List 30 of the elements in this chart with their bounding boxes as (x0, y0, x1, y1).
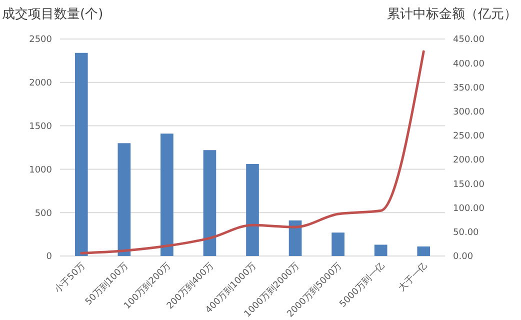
y-tick-label: 1500 (29, 122, 52, 132)
x-tick-label: 大于一亿 (396, 260, 430, 294)
y2-tick-label: 100.00 (453, 204, 485, 214)
bar (160, 134, 174, 256)
y2-tick-label: 300.00 (453, 107, 485, 118)
y-tick-label: 0 (46, 252, 52, 262)
y-tick-label: 2500 (29, 35, 52, 46)
bar (417, 246, 430, 256)
bar (74, 52, 88, 256)
bar (246, 164, 259, 256)
y-tick-label: 1000 (29, 165, 52, 176)
bar (332, 232, 344, 256)
bar (374, 244, 388, 256)
bar (118, 143, 131, 256)
y2-tick-label: 350.00 (453, 83, 485, 94)
bar (288, 220, 302, 256)
y2-tick-label: 450.00 (453, 35, 485, 46)
y2-tick-label: 250.00 (453, 132, 485, 142)
y2-tick-label: 0.00 (453, 252, 474, 262)
y2-tick-label: 400.00 (453, 59, 485, 70)
y-axis-title: 成交项目数量(个) (2, 6, 104, 22)
x-tick-label: 小于50万 (52, 260, 88, 296)
y-tick-label: 500 (34, 208, 52, 219)
y-tick-label: 2000 (29, 78, 52, 89)
line-series (80, 50, 425, 254)
bar (203, 150, 216, 256)
y2-tick-label: 50.00 (453, 228, 480, 238)
y2-tick-label: 150.00 (453, 180, 485, 190)
y2-axis-title: 累计中标金额（亿元） (387, 7, 517, 22)
y2-tick-label: 200.00 (453, 156, 485, 166)
